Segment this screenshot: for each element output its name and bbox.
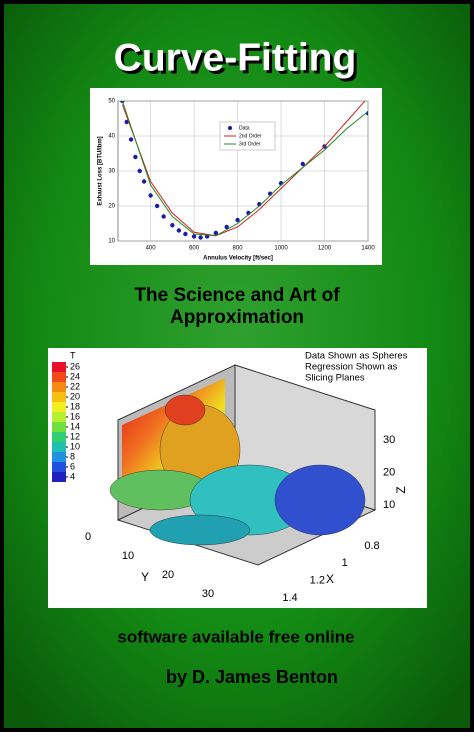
x-tick-label: 1000 [274,246,288,252]
data-point [224,224,229,230]
colorbar-label: 20 [70,391,80,401]
data-point [128,137,134,142]
colorbar-cell [52,372,66,382]
colorbar-cell [52,382,66,392]
fit-line [121,101,366,237]
colorbar-label: 14 [70,421,80,431]
x-tick-label: 1200 [318,246,332,252]
axis-tick-label: 30 [383,434,395,446]
annotation: Slicing Planes [305,373,365,384]
y-tick-label: 20 [108,204,115,210]
axis-tick-label: 1 [342,557,348,569]
colorbar-title: T [70,350,76,360]
surface-chart: Data Shown as Spheres Regression Shown a… [48,348,427,608]
colorbar-label: 24 [70,371,80,381]
colorbar-label: 10 [70,441,80,451]
axis-tick-label: 1.2 [310,575,325,587]
data-point [176,228,182,233]
legend-label: 3rd Order [239,141,261,147]
x-axis-label: Annulus Velocity [ft/sec] [203,256,273,262]
y-axis-label: Y [141,570,149,584]
y-tick-label: 40 [108,134,115,140]
colorbar-label: 12 [70,431,80,441]
data-point [161,214,166,219]
legend-swatch [228,126,232,130]
title-shadow: Curve-Fitting [117,39,360,82]
series-layer [120,101,368,240]
data-point [300,161,305,167]
axis-tick-label: 0.8 [364,540,379,552]
colorbar-cell [52,392,66,402]
y-tick-label: 50 [108,99,115,105]
data-point [183,231,188,237]
sphere-cluster [149,514,251,546]
data-point [235,217,240,223]
colorbar-label: 18 [70,401,80,411]
x-axis-label: X [326,572,334,586]
colorbar-cell [52,422,66,432]
axis-tick-label: 20 [162,569,174,581]
title: Curve-Fitting [114,36,357,79]
colorbar-cell [52,472,66,482]
fit-line [121,101,368,237]
colorbar-cell [52,362,66,372]
data-point [191,234,197,239]
data-point [141,179,147,184]
sphere-cluster [274,464,366,536]
data-point [133,154,138,160]
annotation: Regression Shown as [305,362,398,373]
legend-label: 2nd Order [239,133,262,139]
colorbar-label: 26 [70,361,80,371]
colorbar-label: 6 [70,461,75,471]
colorbar-label: 16 [70,411,80,421]
data-point [170,223,175,228]
data-point [148,193,153,198]
colorbar-label: 4 [70,471,75,481]
colorbar-cell [52,432,66,442]
tagline: software available free online [117,627,354,646]
z-axis-label: Z [394,486,408,493]
axis-tick-label: 0 [85,531,91,543]
x-tick-label: 1400 [361,246,375,252]
data-point [198,235,203,240]
colorbar-label: 22 [70,381,80,391]
author: by D. James Benton [166,667,338,687]
data-point [124,119,129,125]
colorbar-cell [52,452,66,462]
annotation: Data Shown as Spheres [305,351,408,362]
x-tick-label: 600 [189,246,200,252]
axis-tick-label: 30 [202,588,214,600]
y-tick-label: 10 [108,239,115,245]
colorbar-label: 8 [70,451,75,461]
colorbar-cell [52,402,66,412]
axis-tick-label: 20 [383,466,395,478]
subtitle-line: The Science and Art of [134,285,340,306]
axis-tick-label: 1.4 [282,592,297,604]
data-point [213,230,219,236]
axis-tick-label: 10 [122,550,134,562]
spheres [109,394,366,546]
fit-chart: Annulus Velocity [ft/sec] Exhaust Loss [… [90,88,382,265]
colorbar-cell [52,412,66,422]
colorbar-cell [52,462,66,472]
data-point [137,168,142,174]
data-point [154,203,160,209]
y-tick-label: 30 [108,169,115,175]
legend-label: Data [239,125,250,131]
y-axis-label: Exhaust Loss [BTU/lbm] [98,136,104,205]
x-tick-label: 800 [233,246,244,252]
colorbar-cell [52,442,66,452]
x-tick-label: 400 [146,246,157,252]
subtitle-line: Approximation [170,307,304,328]
axis-tick-label: 10 [383,499,395,511]
sphere-cluster [164,394,206,426]
